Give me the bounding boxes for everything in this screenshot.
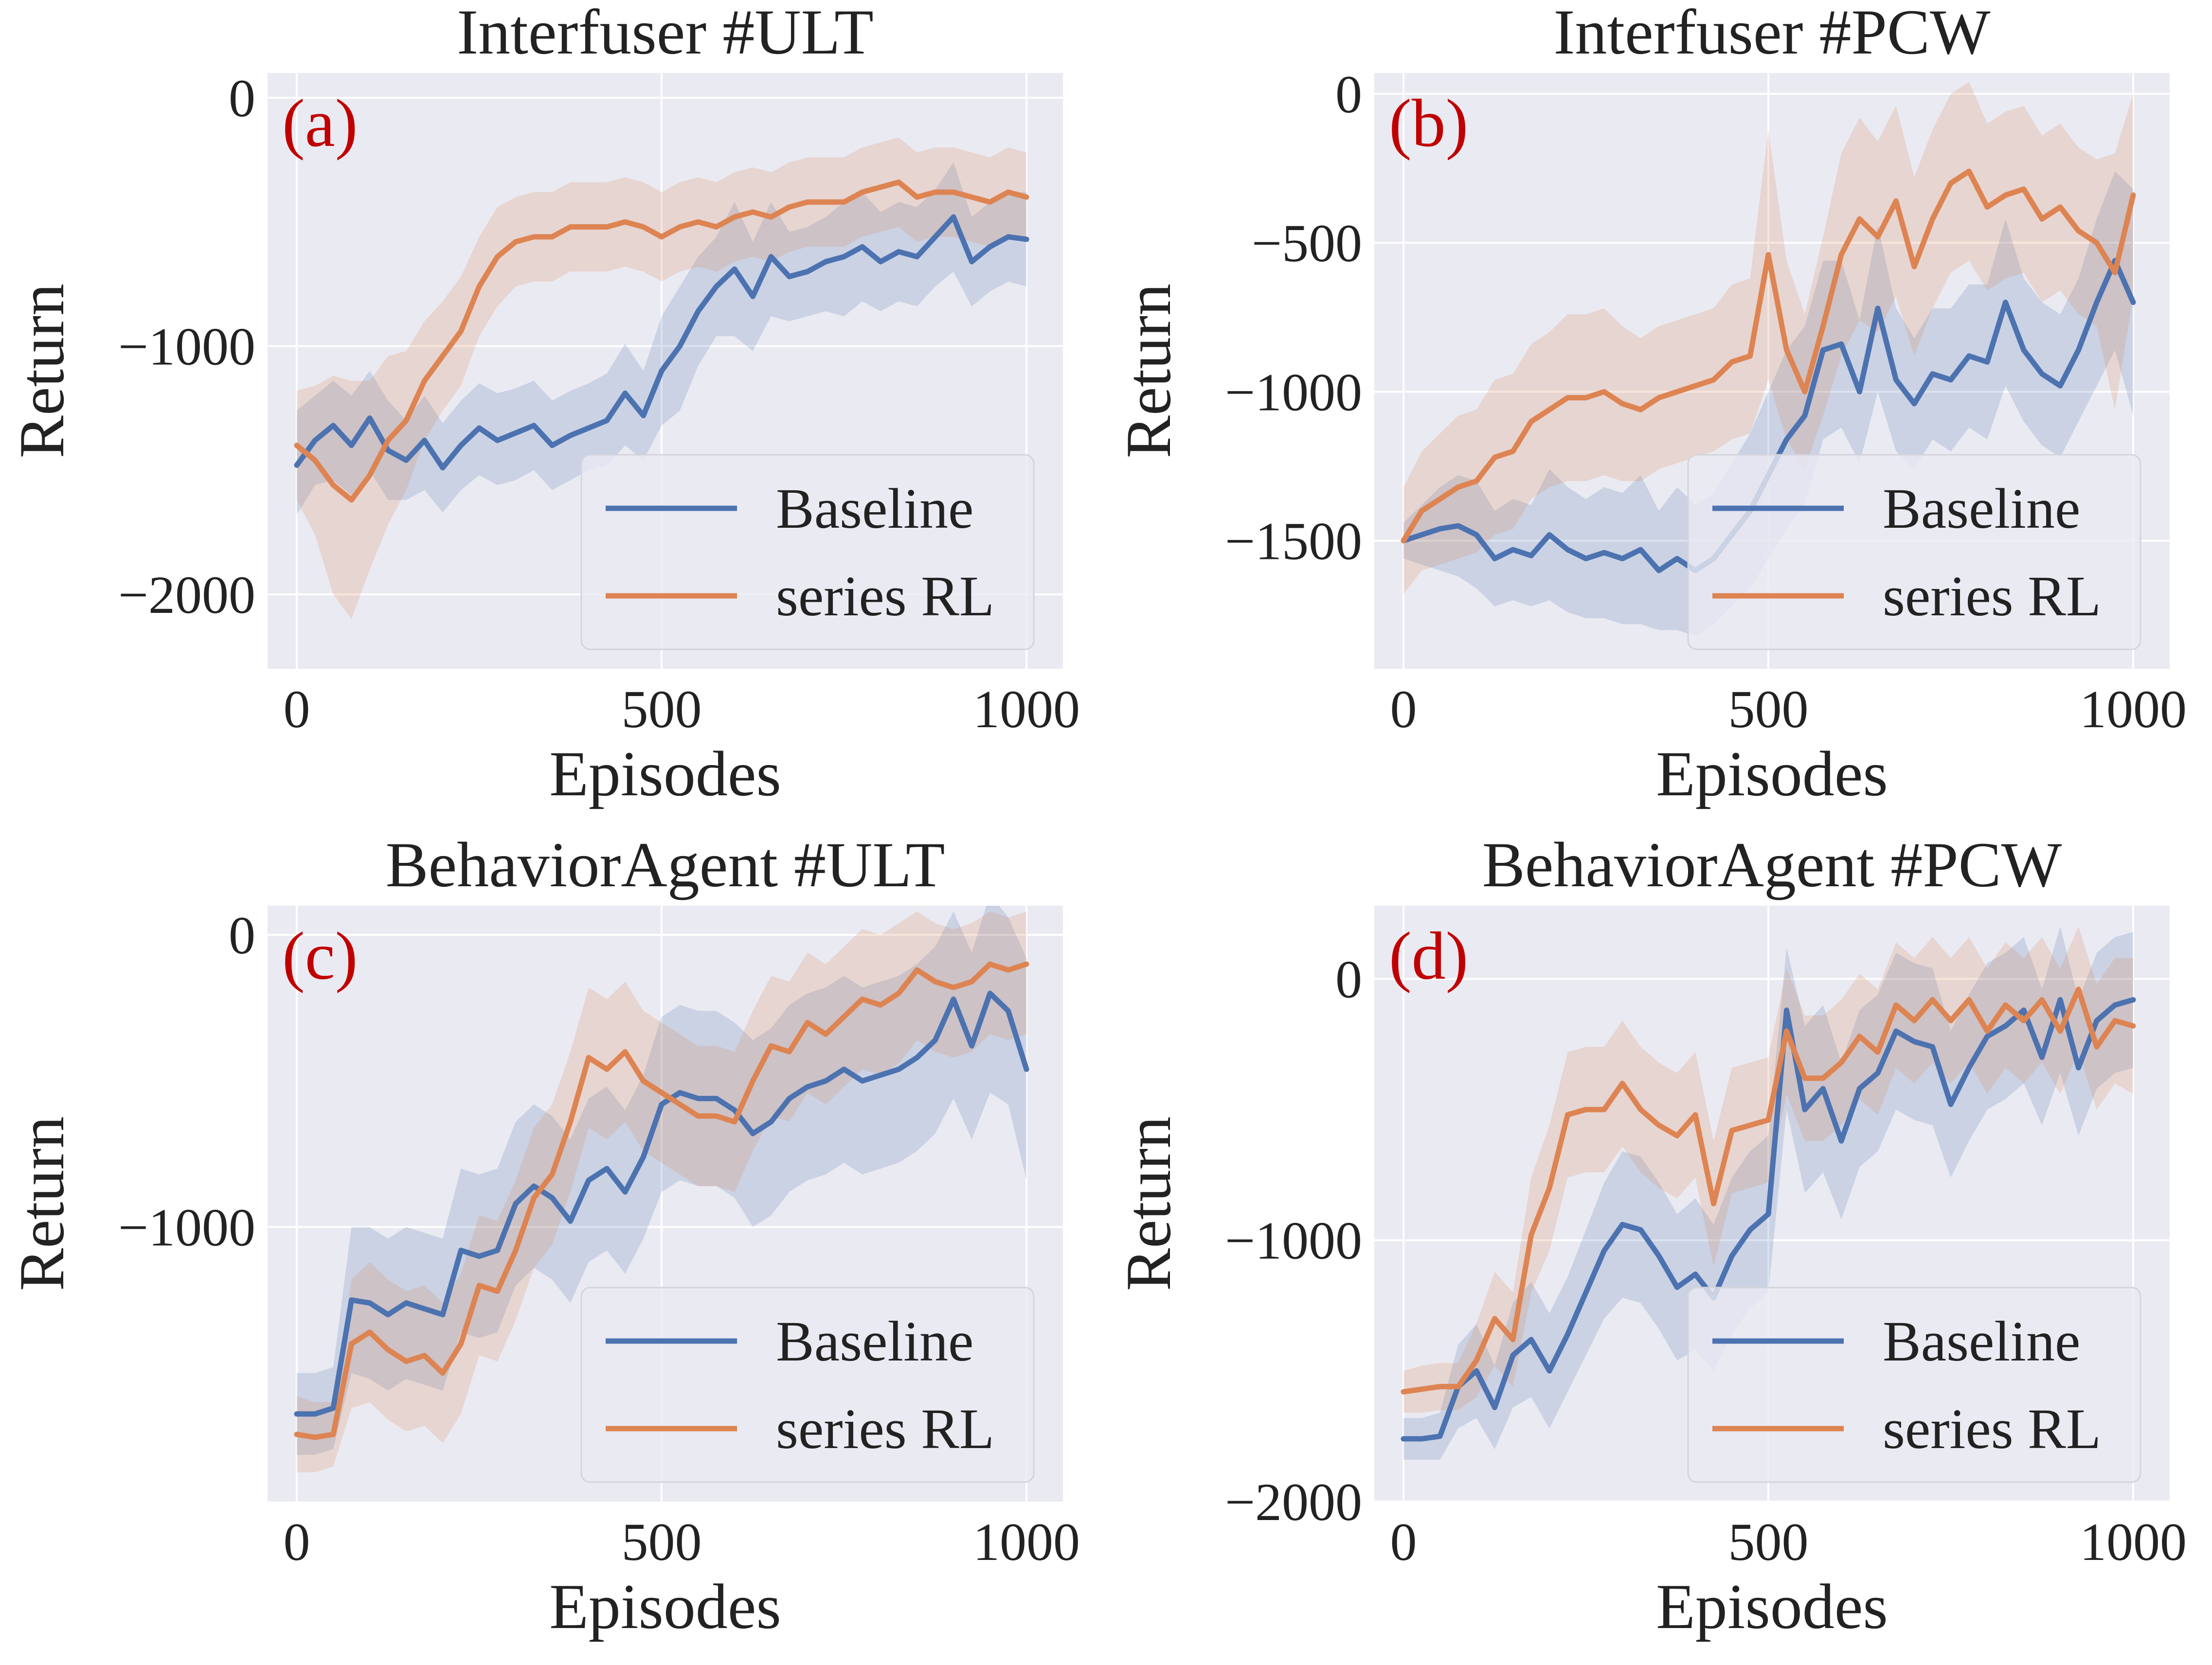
chart-3-line-0 (1401, 997, 2136, 1442)
chart-2-xtick-0: 0 (284, 1512, 310, 1572)
chart-0-line-0 (294, 214, 1029, 471)
chart-1-line-1 (1401, 168, 2136, 544)
chart-1-ytick-0: 0 (1335, 65, 1362, 124)
chart-3-ylabel: Return (1113, 1116, 1184, 1291)
chart-2-series-group (294, 906, 1029, 1472)
chart-0-title: Interfuser #ULT (457, 0, 874, 68)
chart-0-legend-box (580, 454, 1035, 650)
chart-0: 0 500 1000 0 −1000 −2000 Interfuser #ULT Episod… (6, 0, 1080, 809)
chart-0-xtick-2: 1000 (973, 680, 1080, 739)
chart-2-legend-label-1: series RL (776, 1397, 994, 1461)
chart-2-xlabel: Episodes (549, 1571, 781, 1642)
chart-0-ytick-2: −2000 (118, 565, 255, 625)
chart-0-band-1 (297, 137, 1026, 619)
chart-3-ytick-1: −1000 (1225, 1211, 1362, 1271)
chart-0-legend-label-0: Baseline (776, 477, 973, 540)
chart-2-line-0 (294, 990, 1029, 1417)
chart-3-legend-label-0: Baseline (1883, 1309, 2080, 1373)
chart-3: 0 500 1000 0 −1000 −2000 BehaviorAgent #PCW Epi… (1113, 829, 2187, 1642)
chart-2-title: BehaviorAgent #ULT (386, 829, 945, 900)
chart-1-legend-label-0: Baseline (1883, 477, 2080, 540)
chart-0-ytick-1: −1000 (118, 317, 255, 376)
chart-2-line-1 (294, 961, 1029, 1440)
chart-2-xtick-2: 1000 (973, 1512, 1080, 1572)
chart-1-band-0 (1403, 171, 2133, 636)
chart-0-xtick-1: 500 (622, 680, 702, 739)
chart-2: 0 500 1000 0 −1000 BehaviorAgent #ULT Episodes… (6, 829, 1080, 1642)
chart-1-panel-label: (b) (1389, 86, 1468, 161)
chart-3-xtick-2: 1000 (2080, 1512, 2187, 1572)
chart-0-legend: Baseline series RL (580, 454, 1035, 650)
chart-3-legend: Baseline series RL (1687, 1287, 2141, 1483)
chart-3-xtick-0: 0 (1390, 1512, 1417, 1572)
chart-1-xlabel: Episodes (1656, 738, 1888, 809)
chart-1-ytick-2: −1000 (1225, 362, 1362, 422)
chart-3-title: BehaviorAgent #PCW (1482, 829, 2062, 900)
chart-0-ylabel: Return (6, 284, 77, 458)
chart-1-xtick-2: 1000 (2080, 680, 2187, 739)
chart-1-legend-box (1687, 454, 2141, 650)
chart-3-legend-box (1687, 1287, 2141, 1483)
chart-3-legend-label-1: series RL (1883, 1397, 2101, 1461)
chart-1-title: Interfuser #PCW (1553, 0, 1991, 68)
chart-2-ylabel: Return (6, 1116, 77, 1291)
chart-0-line-1 (294, 179, 1029, 503)
chart-2-ytick-1: −1000 (118, 1198, 255, 1257)
chart-2-legend-box (580, 1287, 1035, 1483)
chart-2-xtick-1: 500 (622, 1512, 702, 1572)
chart-3-panel-label: (d) (1389, 918, 1468, 994)
chart-0-ytick-0: 0 (229, 69, 255, 128)
chart-1-band-1 (1403, 82, 2133, 594)
chart-2-panel-label: (c) (282, 918, 358, 994)
chart-1-legend-label-1: series RL (1883, 564, 2101, 628)
chart-3-ytick-0: 0 (1335, 949, 1362, 1009)
chart-1-ytick-1: −500 (1252, 214, 1362, 273)
chart-1-xtick-1: 500 (1728, 680, 1809, 739)
chart-3-band-1 (1403, 926, 2133, 1413)
chart-3-ytick-2: −2000 (1225, 1472, 1362, 1532)
chart-2-band-0 (297, 906, 1026, 1455)
chart-3-line-1 (1401, 986, 2136, 1395)
chart-2-band-1 (297, 912, 1026, 1472)
chart-1-ylabel: Return (1113, 284, 1184, 458)
chart-0-series-group (294, 137, 1029, 619)
chart-1-ytick-3: −1500 (1225, 512, 1362, 571)
chart-3-xtick-1: 500 (1728, 1512, 1809, 1572)
chart-3-xlabel: Episodes (1656, 1571, 1888, 1642)
chart-2-ytick-0: 0 (229, 906, 255, 965)
chart-0-panel-label: (a) (282, 86, 358, 161)
chart-2-legend: Baseline series RL (580, 1287, 1035, 1483)
chart-0-xtick-0: 0 (284, 680, 310, 739)
chart-0-legend-label-1: series RL (776, 564, 994, 628)
chart-1-xtick-0: 0 (1390, 680, 1417, 739)
chart-0-xlabel: Episodes (549, 738, 781, 809)
chart-2-legend-label-0: Baseline (776, 1309, 973, 1373)
chart-1-legend: Baseline series RL (1687, 454, 2141, 650)
chart-3-series-group (1401, 926, 2136, 1460)
chart-1: 0 500 1000 0 −500 −1000 −1500 Interfuser #PCW Ep… (1113, 0, 2187, 809)
